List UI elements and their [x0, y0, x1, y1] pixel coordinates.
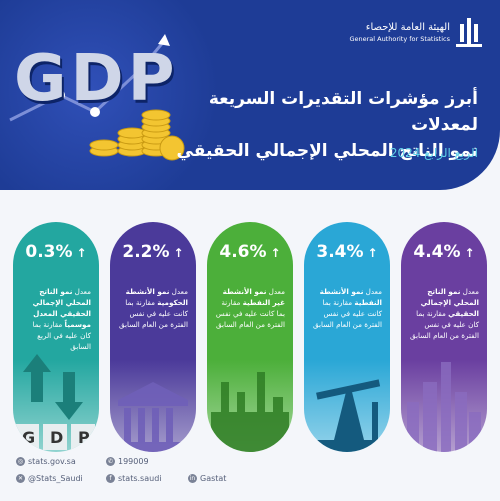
website-text: stats.gov.sa — [28, 457, 76, 466]
desc-post: مقارنة بما كان عليه في نفس الفترة من الع… — [410, 309, 479, 340]
footer-website[interactable]: ◎ stats.gov.sa — [16, 457, 76, 466]
trend-line-graphic — [9, 34, 170, 122]
card-description: معدل نمو الناتج المحلي الإجمالي الحقيقي … — [409, 286, 479, 341]
indicator-cards: 4.4% ↑ معدل نمو الناتج المحلي الإجمالي ال… — [13, 222, 487, 452]
title-line-1: أبرز مؤشرات التقديرات السريعة لمعدلات — [208, 89, 478, 135]
card-oil-activities: 3.4% ↑ معدل نمو الأنشطة النفطية مقارنة بم… — [304, 222, 390, 452]
card-value: 2.2% ↑ — [110, 242, 196, 262]
desc-post: مقارنة بما كانت عليه في نفس الفترة من ال… — [313, 298, 382, 329]
gdp-blocks-graphic: G D P — [15, 354, 95, 450]
block-letter-p: P — [78, 428, 90, 447]
page-title: أبرز مؤشرات التقديرات السريعة لمعدلات نم… — [158, 86, 478, 164]
up-arrow-icon: ↑ — [464, 246, 475, 260]
linkedin-text: Gastat — [200, 474, 227, 483]
footer-linkedin[interactable]: in Gastat — [188, 474, 226, 483]
up-arrow-icon: ↑ — [270, 246, 281, 260]
up-arrow-icon: ↑ — [173, 246, 184, 260]
value-text: 2.2% — [122, 242, 170, 262]
card-government-activities: 2.2% ↑ معدل نمو الأنشطة الحكومية مقارنة ب… — [110, 222, 196, 452]
value-text: 3.4% — [316, 242, 364, 262]
desc-pre: معدل — [169, 287, 188, 296]
card-value: 3.4% ↑ — [304, 242, 390, 262]
desc-bold: نمو الناتج المحلي الإجمالي الحقيقي — [420, 287, 479, 318]
phone-text: 199009 — [118, 457, 149, 466]
globe-icon: ◎ — [16, 457, 25, 466]
desc-pre: معدل — [266, 287, 285, 296]
card-gdp-growth: 4.4% ↑ معدل نمو الناتج المحلي الإجمالي ال… — [401, 222, 487, 452]
brand-name-en: General Authority for Statistics — [349, 35, 450, 43]
period-label: الربع الرابع 2024 — [389, 146, 478, 160]
card-non-oil-activities: 4.6% ↑ معدل نمو الأنشطة غير النفطية مقارن… — [207, 222, 293, 452]
header-banner: GDP الهيئة العامة للإحصاء General Author… — [0, 0, 500, 190]
block-letter-g: G — [22, 428, 35, 447]
phone-icon: ✆ — [106, 457, 115, 466]
title-line-2: نمو الناتج المحلي الإجمالي الحقيقي — [176, 141, 478, 161]
desc-bold: نمو الأنشطة الحكومية — [125, 287, 188, 307]
twitter-icon: ✕ — [16, 474, 25, 483]
gdp-heading: GDP — [14, 42, 179, 116]
card-description: معدل نمو الناتج المحلي الإجمالي الحقيقي … — [21, 286, 91, 352]
desc-bold: نمو الناتج المحلي الإجمالي الحقيقي المعد… — [32, 287, 91, 329]
value-text: 4.4% — [413, 242, 461, 262]
footer-facebook[interactable]: f stats.saudi — [106, 474, 162, 483]
facebook-icon: f — [106, 474, 115, 483]
gastat-logo-mark — [456, 18, 482, 47]
desc-bold: نمو الأنشطة النفطية — [319, 287, 382, 307]
desc-pre: معدل — [72, 287, 91, 296]
industrial-plant-graphic — [211, 372, 289, 452]
card-description: معدل نمو الأنشطة النفطية مقارنة بما كانت… — [312, 286, 382, 330]
desc-bold: نمو الأنشطة غير النفطية — [222, 287, 285, 307]
card-value: 4.6% ↑ — [207, 242, 293, 262]
twitter-text: @Stats_Saudi — [28, 474, 83, 483]
card-seasonally-adjusted-gdp: 0.3% ↑ معدل نمو الناتج المحلي الإجمالي ال… — [13, 222, 99, 452]
up-arrow-icon: ↑ — [76, 246, 87, 260]
government-building-graphic — [114, 382, 192, 452]
city-skyline-graphic — [407, 362, 481, 452]
footer-contacts: ◎ stats.gov.sa ✆ 199009 ✕ @Stats_Saudi f sta… — [16, 457, 316, 497]
facebook-text: stats.saudi — [118, 474, 162, 483]
desc-post: مقارنة بما كانت عليه في نفس الفترة من ال… — [119, 298, 188, 329]
desc-post: مقارنة بما كانت عليه في نفس الفترة من ال… — [215, 298, 285, 329]
footer-phone[interactable]: ✆ 199009 — [106, 457, 149, 466]
up-arrow-icon: ↑ — [367, 246, 378, 260]
value-text: 0.3% — [25, 242, 73, 262]
desc-pre: معدل — [460, 287, 479, 296]
coins-graphic — [89, 109, 185, 161]
value-text: 4.6% — [219, 242, 267, 262]
desc-post: مقارنة بما كان عليه في الربع السابق — [32, 320, 91, 351]
header-glow — [0, 0, 220, 190]
card-value: 4.4% ↑ — [401, 242, 487, 262]
card-description: معدل نمو الأنشطة الحكومية مقارنة بما كان… — [118, 286, 188, 330]
oil-pump-graphic — [304, 379, 390, 452]
block-letter-d: D — [50, 428, 63, 447]
card-value: 0.3% ↑ — [13, 242, 99, 262]
brand-name-ar: الهيئة العامة للإحصاء — [365, 22, 450, 33]
linkedin-icon: in — [188, 474, 197, 483]
footer-twitter[interactable]: ✕ @Stats_Saudi — [16, 474, 83, 483]
card-description: معدل نمو الأنشطة غير النفطية مقارنة بما … — [215, 286, 285, 330]
desc-pre: معدل — [363, 287, 382, 296]
